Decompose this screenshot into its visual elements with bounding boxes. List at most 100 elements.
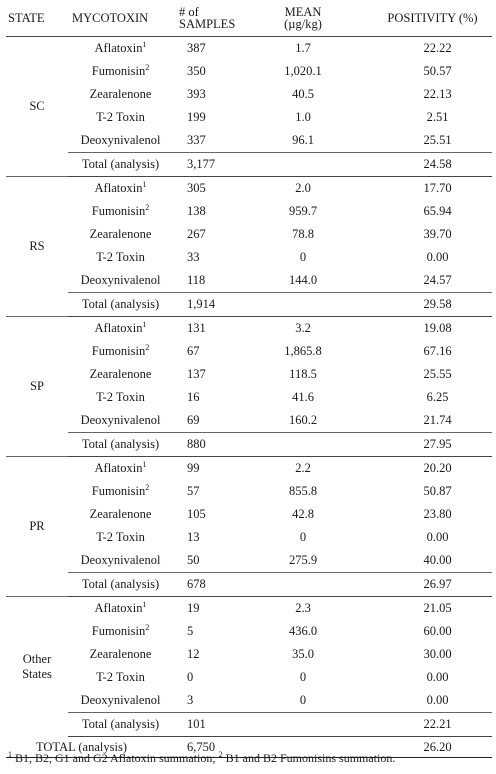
positivity-cell: 30.00 [423,647,452,661]
footnote-ref: 1 [142,320,147,329]
mycotoxin-name: Fumonisin [91,204,146,218]
mean-cell: 855.8 [288,484,318,498]
table-row: SC Aflatoxin1 387 1.7 22.22 [6,36,492,177]
samples-cell: 0 [187,670,194,684]
total-samples: 678 [173,572,253,597]
positivity-cell: 2.51 [426,110,449,124]
mean-cell: 2.3 [253,596,353,620]
mycotoxin-name: Deoxynivalenol [80,413,161,427]
positivity-cell: 60.00 [423,624,452,638]
positivity-cell: 39.70 [423,227,452,241]
header-samples: # of SAMPLES [173,0,253,37]
table-row: T-2 Toxin 16 41.6 6.25 [6,386,492,409]
table-row: Fumonisin2 138 959.7 65.94 [6,200,492,223]
mycotoxin-cell: Fumonisin2 [68,200,173,223]
total-label: Total (analysis) [68,712,173,737]
mycotoxin-name: Deoxynivalenol [80,133,161,147]
total-label: Total (analysis) [68,432,173,457]
positivity-cell: 20.20 [353,456,492,480]
mycotoxin-name: Deoxynivalenol [80,273,161,287]
mycotoxin-cell: T-2 Toxin [68,666,173,689]
mean-cell: 35.0 [292,647,314,661]
mycotoxin-name: T-2 Toxin [96,110,145,124]
footnote-ref: 1 [142,40,147,49]
mycotoxin-cell: Deoxynivalenol [68,409,173,433]
table-row: T-2 Toxin 0 0 0.00 [6,666,492,689]
mycotoxin-name: T-2 Toxin [96,670,145,684]
total-samples: 101 [173,712,253,737]
total-positivity: 27.95 [353,432,492,457]
mean-cell: 0 [299,693,307,707]
header-mean-unit: (µg/kg) [284,17,322,31]
total-row: Total (analysis) 101 22.21 [6,712,492,737]
total-row: Total (analysis) 3,177 24.58 [6,152,492,177]
state-cell: SC [6,36,68,177]
table-row: Fumonisin2 57 855.8 50.87 [6,480,492,503]
mycotoxin-name: Zearalenone [89,507,152,521]
mycotoxin-name: Zearalenone [89,87,152,101]
total-positivity: 22.21 [353,712,492,737]
samples-cell: 57 [187,484,200,498]
table-row: T-2 Toxin 33 0 0.00 [6,246,492,269]
mean-cell: 959.7 [288,204,318,218]
header-mean-label: MEAN [284,5,322,19]
positivity-cell: 22.13 [423,87,452,101]
total-label: Total (analysis) [68,152,173,177]
footnote-marker-2: 2 [218,750,223,759]
mycotoxin-cell: Aflatoxin1 [68,596,173,620]
samples-cell: 67 [187,344,200,358]
mean-cell: 41.6 [292,390,314,404]
mean-cell: 1.7 [253,36,353,60]
mycotoxin-name: Zearalenone [89,227,152,241]
mycotoxin-name: Fumonisin [91,484,146,498]
mycotoxin-name: Aflatoxin [94,461,143,475]
state-label: SP [30,379,44,393]
mean-cell: 1,865.8 [284,344,322,358]
mean-cell: 0 [299,530,307,544]
positivity-cell: 22.22 [353,36,492,60]
samples-cell: 138 [187,204,206,218]
mycotoxin-name: Deoxynivalenol [80,553,161,567]
table-row: Fumonisin2 5 436.0 60.00 [6,620,492,643]
positivity-cell: 21.74 [423,413,452,427]
mycotoxin-name: Aflatoxin [94,41,143,55]
total-mean [253,432,353,457]
table-row: Deoxynivalenol 337 96.1 25.51 [6,129,492,153]
mean-cell: 0 [299,670,307,684]
table-header: STATE MYCOTOXIN # of SAMPLES MEAN (µg/kg… [6,0,492,37]
table-row: RS Aflatoxin1 305 2.0 17.70 [6,176,492,317]
positivity-cell: 65.94 [423,204,452,218]
mycotoxin-name: Zearalenone [89,367,152,381]
positivity-cell: 6.25 [426,390,449,404]
table-body: SC Aflatoxin1 387 1.7 22.22 Fumonisin2 350 1,02… [6,36,492,758]
total-row: Total (analysis) 678 26.97 [6,572,492,597]
mean-cell: 42.8 [292,507,314,521]
mycotoxin-cell: Zearalenone [68,363,173,386]
samples-cell: 393 [187,87,206,101]
grand-total-mean [253,736,353,758]
footnote-text-1: B1, B2, G1 and G2 Aflatoxin summation; [12,751,219,765]
footnote-ref: 2 [145,63,150,72]
footnote-ref: 2 [145,203,150,212]
samples-cell: 337 [187,133,206,147]
mycotoxin-name: T-2 Toxin [96,530,145,544]
positivity-cell: 0.00 [426,693,449,707]
positivity-cell: 0.00 [426,670,449,684]
mycotoxin-cell: Fumonisin2 [68,620,173,643]
samples-cell: 3 [187,693,194,707]
footnote-ref: 2 [145,483,150,492]
table-row: Zearalenone 393 40.5 22.13 [6,83,492,106]
samples-cell: 16 [187,390,200,404]
positivity-cell: 25.51 [423,133,452,147]
total-positivity: 29.58 [353,292,492,317]
samples-cell: 350 [187,64,206,78]
state-label: PR [29,519,45,533]
table-row: Deoxynivalenol 118 144.0 24.57 [6,269,492,293]
positivity-cell: 50.57 [423,64,452,78]
samples-cell: 137 [187,367,206,381]
state-cell: RS [6,176,68,317]
footnote-ref: 1 [142,600,147,609]
samples-cell: 13 [187,530,200,544]
table-row: Zearalenone 137 118.5 25.55 [6,363,492,386]
mycotoxin-cell: Aflatoxin1 [68,316,173,340]
